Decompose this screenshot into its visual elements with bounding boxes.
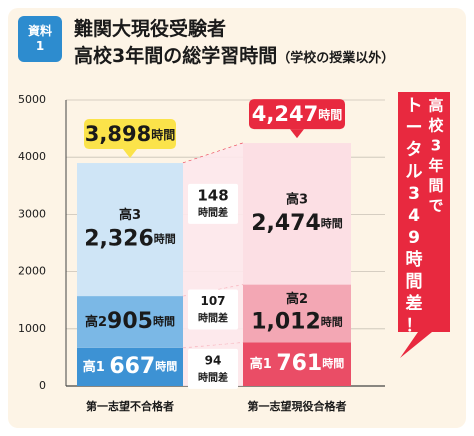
diff-value-1: 107 bbox=[200, 294, 225, 308]
diff-unit-1: 時間差 bbox=[198, 312, 228, 325]
callout-banner bbox=[398, 92, 450, 358]
callout-char-0-4: 間 bbox=[428, 177, 443, 195]
callout-char-1-10: ！ bbox=[406, 316, 423, 336]
total-label-1-part-1: 時間 bbox=[318, 107, 342, 122]
bar-0-label-q1: 高1 667時間 bbox=[83, 354, 178, 379]
bar-0-label-q1-part-1: 667 bbox=[109, 354, 155, 379]
y-tick-label-1: 1000 bbox=[18, 322, 46, 335]
y-tick-label-3: 3000 bbox=[18, 207, 46, 220]
total-box-0 bbox=[84, 119, 176, 150]
callout-char-1-9: 差 bbox=[406, 293, 423, 314]
total-label-0-part-0: 3,898 bbox=[85, 122, 151, 146]
total-pointer-0 bbox=[123, 149, 137, 159]
badge-number: 1 bbox=[35, 39, 45, 53]
bar-0-label-q2-part-2: 時間 bbox=[153, 314, 175, 328]
diff-box-2 bbox=[188, 183, 238, 224]
y-tick-label-4: 4000 bbox=[18, 150, 46, 163]
callout-char-1-1: ー bbox=[406, 118, 423, 138]
callout-char-0-3: 年 bbox=[428, 157, 443, 175]
total-label-0: 3,898時間 bbox=[85, 122, 175, 146]
x-category-label-1: 第一志望現役合格者 bbox=[248, 399, 347, 413]
bar-1-label-q3-value-part-0: 2,474 bbox=[251, 211, 321, 236]
total-label-1-part-0: 4,247 bbox=[252, 102, 318, 126]
callout-char-1-4: 3 bbox=[408, 184, 420, 204]
bar-0-label-q2-part-0: 高2 bbox=[85, 313, 107, 329]
bar-1-segment-2 bbox=[243, 143, 351, 285]
title-main: 高校3年間の総学習時間 bbox=[74, 45, 278, 67]
bar-1-label-q2-value-part-0: 1,012 bbox=[251, 310, 321, 335]
y-tick-label-0: 0 bbox=[39, 379, 46, 392]
callout-char-1-8: 間 bbox=[406, 272, 423, 292]
x-category-label-0: 第一志望不合格者 bbox=[86, 399, 174, 413]
bar-0-label-q3-title: 高3 bbox=[119, 207, 141, 223]
bar-1-segment-0 bbox=[243, 342, 351, 386]
bar-1-label-q2-value-part-1: 時間 bbox=[321, 315, 343, 329]
bar-1-label-q1-part-1: 761 bbox=[276, 351, 322, 376]
diff-box-1 bbox=[188, 289, 238, 330]
diff-value-2: 148 bbox=[197, 186, 228, 204]
bar-0-label-q1-part-0: 高1 bbox=[83, 358, 110, 374]
badge-label: 資料 bbox=[27, 24, 52, 38]
bar-1-label-q2-title: 高2 bbox=[286, 291, 308, 307]
bar-0-label-q3-value: 2,326時間 bbox=[84, 227, 176, 252]
callout-char-1-3: ル bbox=[406, 162, 423, 182]
title-line-2: 高校3年間の総学習時間（学校の授業以外） bbox=[74, 41, 394, 68]
bar-0-segment-1 bbox=[77, 296, 183, 348]
callout-char-0-2: 3 bbox=[431, 137, 441, 155]
bar-1-label-q1: 高1 761時間 bbox=[250, 351, 345, 376]
diff-unit-2: 時間差 bbox=[198, 206, 228, 219]
callout-char-1-6: 9 bbox=[408, 228, 420, 248]
y-tick-label-5: 5000 bbox=[18, 93, 46, 106]
total-box-1 bbox=[249, 99, 345, 130]
diff-box-0 bbox=[188, 348, 238, 389]
callout-char-1-7: 時 bbox=[406, 249, 423, 270]
bar-1-label-q3-value: 2,474時間 bbox=[251, 211, 343, 236]
y-tick-label-2: 2000 bbox=[18, 265, 46, 278]
diff-unit-0: 時間差 bbox=[198, 371, 228, 384]
bar-1-label-q3-title: 高3 bbox=[286, 191, 308, 207]
bar-0-label-q3-value-part-1: 時間 bbox=[154, 232, 176, 246]
total-pointer-1 bbox=[290, 129, 304, 139]
total-label-0-part-1: 時間 bbox=[151, 127, 175, 142]
total-label-1: 4,247時間 bbox=[252, 102, 342, 126]
bar-0-label-q1-part-2: 時間 bbox=[155, 359, 177, 373]
bar-0-label-q2: 高2905時間 bbox=[85, 309, 175, 334]
bar-1-label-q2-value: 1,012時間 bbox=[251, 310, 343, 335]
title-line-1: 難関大現役受験者 bbox=[74, 18, 227, 40]
bar-0-segment-0 bbox=[77, 347, 183, 386]
bar-0-segment-2 bbox=[77, 163, 183, 297]
bar-1-label-q1-part-2: 時間 bbox=[322, 356, 344, 370]
bar-1-segment-1 bbox=[243, 284, 351, 343]
callout-char-0-5: で bbox=[428, 197, 443, 215]
bar-1-label-q3-value-part-1: 時間 bbox=[321, 216, 343, 230]
document-badge: 資料 1 bbox=[18, 16, 62, 62]
title-subtitle: （学校の授業以外） bbox=[277, 51, 395, 66]
bar-1-label-q1-part-0: 高1 bbox=[250, 356, 277, 372]
callout-char-0-0: 高 bbox=[428, 97, 443, 115]
bar-0-label-q2-part-1: 905 bbox=[107, 309, 153, 334]
callout-char-1-0: ト bbox=[406, 96, 423, 116]
bar-0-label-q3-value-part-0: 2,326 bbox=[84, 227, 154, 252]
diff-value-0: 94 bbox=[205, 353, 222, 367]
callout-char-0-1: 校 bbox=[428, 117, 444, 135]
callout-char-1-5: 4 bbox=[408, 206, 420, 226]
callout-char-1-2: タ bbox=[406, 140, 423, 160]
